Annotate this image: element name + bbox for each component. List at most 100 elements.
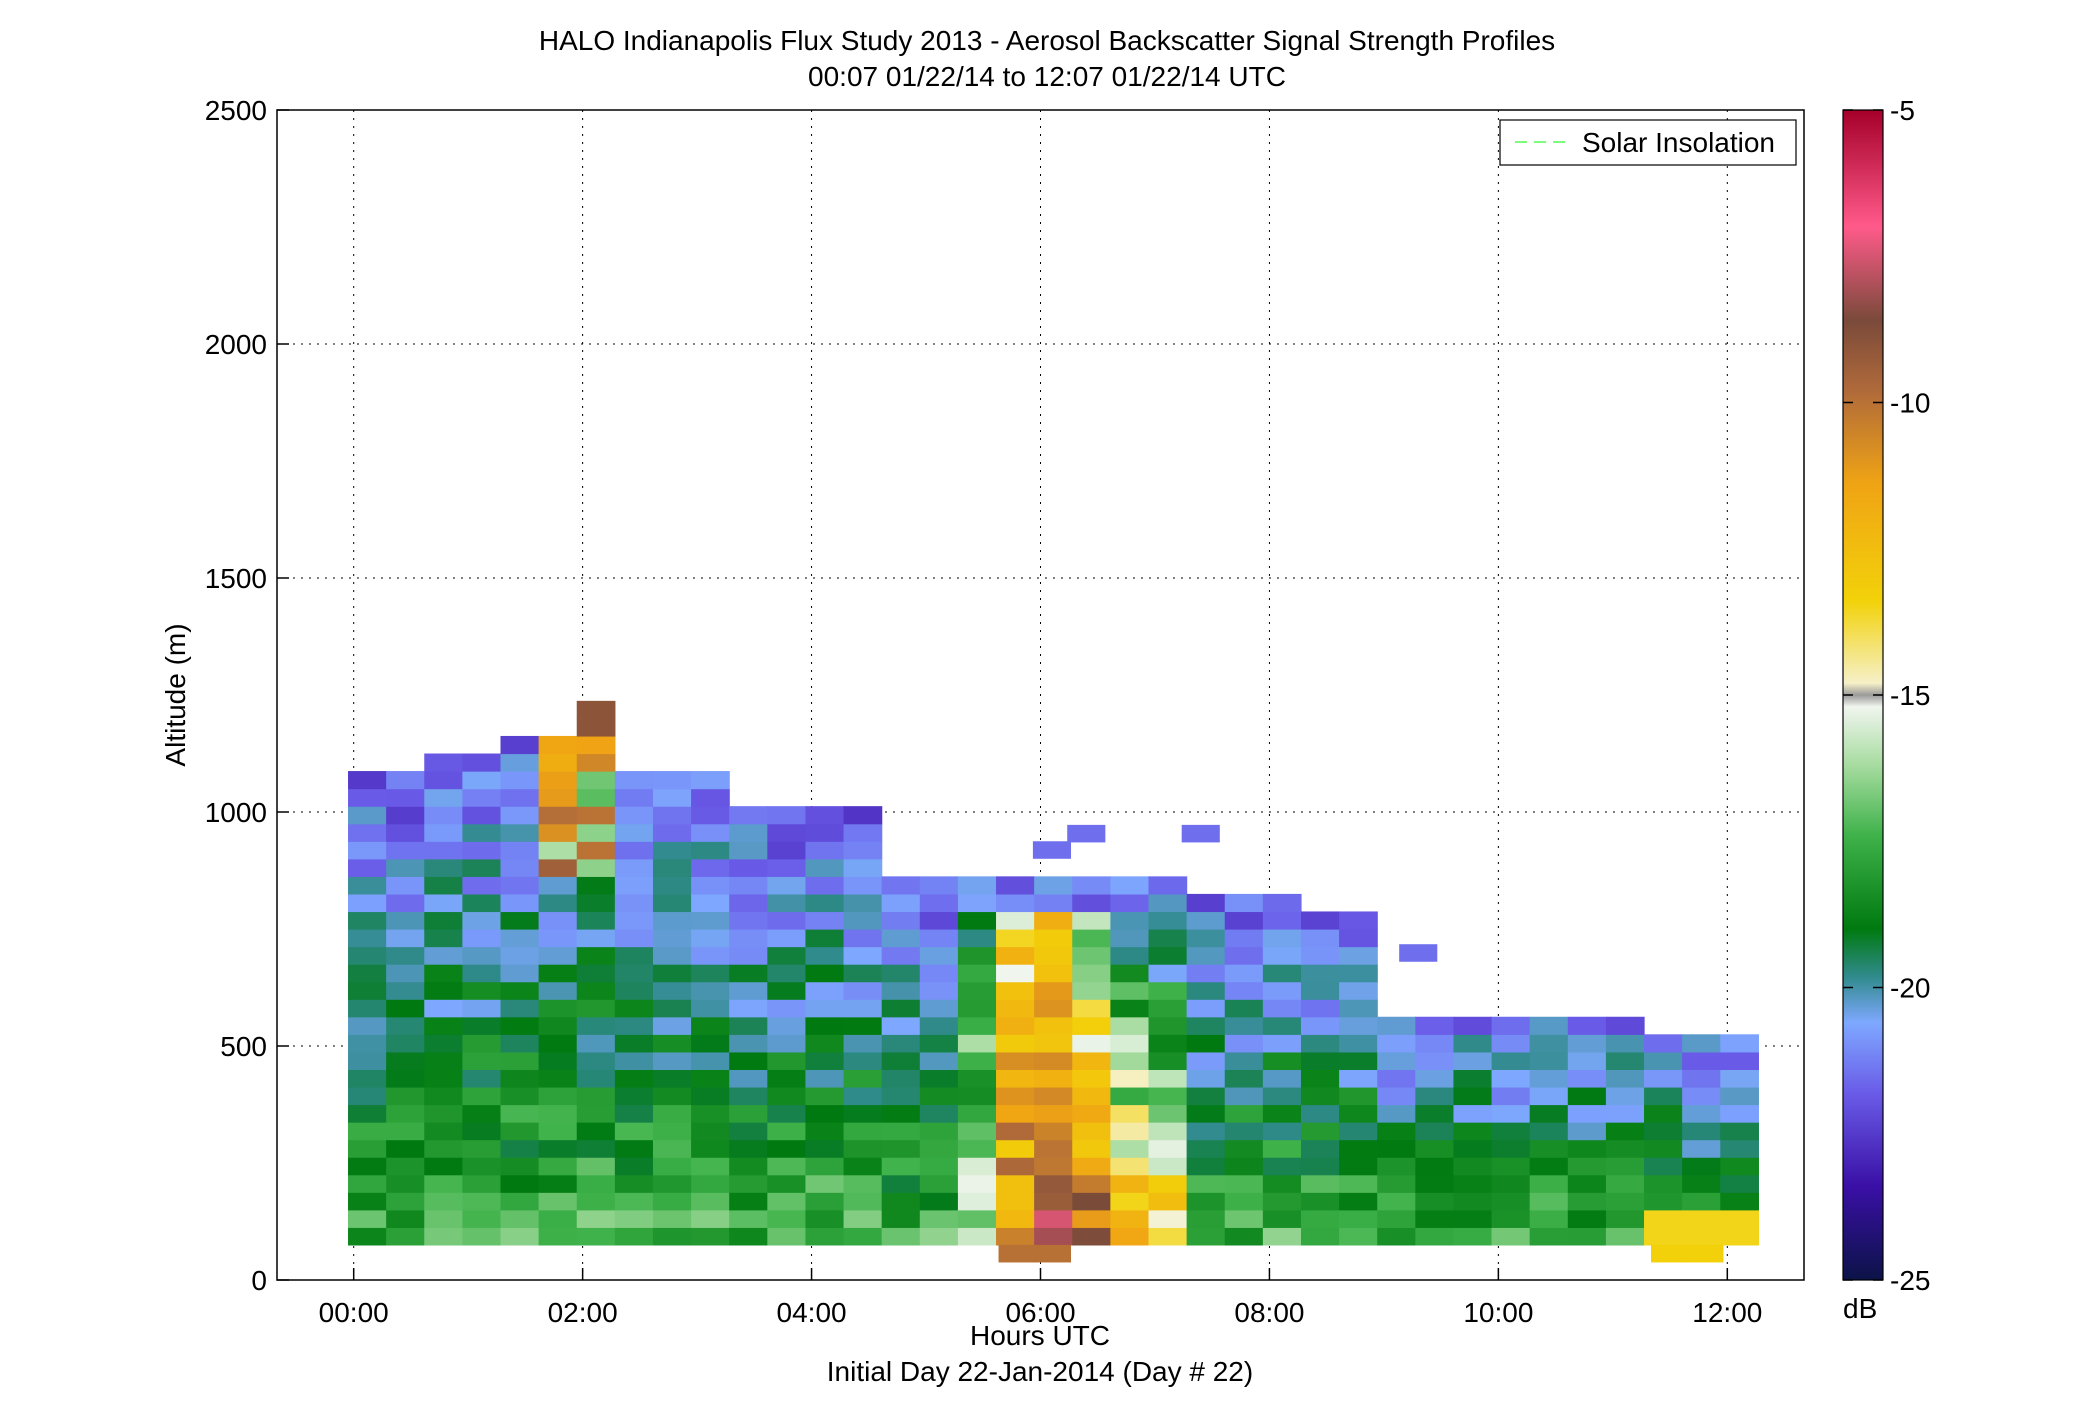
- heatmap-cell: [462, 1086, 502, 1106]
- heatmap-cell: [1110, 929, 1150, 948]
- colorbar-tick-label: -10: [1890, 388, 1930, 419]
- heatmap-cell: [1682, 1104, 1721, 1123]
- heatmap-cell: [805, 1034, 845, 1053]
- heatmap-cell: [1720, 1051, 1759, 1070]
- heatmap-cell: [691, 858, 730, 877]
- heatmap-cell: [462, 1122, 502, 1141]
- heatmap-cell: [500, 1069, 540, 1088]
- heatmap-cell: [1110, 981, 1150, 1000]
- heatmap-cell: [1072, 1016, 1111, 1035]
- heatmap-cell: [1300, 911, 1340, 930]
- heatmap-cell: [691, 981, 730, 1000]
- heatmap-cell: [1034, 981, 1073, 1000]
- heatmap-cell: [996, 964, 1035, 983]
- heatmap-cell: [1339, 1192, 1378, 1211]
- heatmap-cell: [1682, 1174, 1721, 1193]
- heatmap-cell: [1720, 1209, 1759, 1228]
- heatmap-cell: [881, 1174, 921, 1193]
- heatmap-cell: [996, 981, 1035, 1000]
- heatmap-cell: [1720, 1157, 1759, 1176]
- heatmap-cell: [1300, 946, 1340, 965]
- heatmap-cell: [996, 1122, 1035, 1141]
- heatmap-cell: [729, 929, 768, 948]
- heatmap-cell: [1491, 1051, 1531, 1070]
- heatmap-cell: [1720, 1139, 1759, 1158]
- heatmap-cell: [1300, 964, 1340, 983]
- heatmap-cell: [767, 1034, 807, 1053]
- heatmap-cell: [462, 1104, 502, 1123]
- heatmap-cell: [767, 1069, 807, 1088]
- heatmap-cell: [386, 823, 425, 842]
- heatmap-cell: [1300, 1104, 1340, 1123]
- heatmap-cell: [614, 946, 654, 965]
- heatmap-cell: [919, 1157, 959, 1176]
- heatmap-cell: [424, 771, 463, 790]
- heatmap-cell: [652, 946, 692, 965]
- heatmap-cell: [1644, 1139, 1683, 1158]
- heatmap-cell: [652, 771, 692, 790]
- heatmap-cell: [805, 876, 845, 895]
- heatmap-cell: [1682, 1157, 1721, 1176]
- heatmap-cell: [881, 964, 921, 983]
- heatmap-cell: [1262, 964, 1302, 983]
- heatmap-cell: [500, 929, 540, 948]
- heatmap-cell: [1300, 1034, 1340, 1053]
- heatmap-cell: [1453, 1016, 1493, 1035]
- heatmap-cell: [957, 1157, 997, 1176]
- heatmap-cell: [1148, 1209, 1188, 1228]
- heatmap-cell: [576, 1139, 616, 1158]
- heatmap-cell: [919, 1104, 959, 1123]
- heatmap-cell: [1072, 1192, 1111, 1211]
- heatmap-cell: [652, 1104, 692, 1123]
- heatmap-cell: [348, 1016, 387, 1035]
- heatmap-cell: [1262, 946, 1302, 965]
- heatmap-cell: [1453, 1227, 1493, 1246]
- heatmap-cell: [843, 806, 883, 825]
- heatmap-cell: [881, 876, 921, 895]
- heatmap-cell: [691, 788, 730, 807]
- heatmap-cell: [996, 946, 1035, 965]
- heatmap-cell: [729, 1122, 768, 1141]
- heatmap-cell: [652, 788, 692, 807]
- heatmap-cell: [1072, 929, 1111, 948]
- heatmap-cell: [386, 1104, 425, 1123]
- heatmap-cell: [767, 1051, 807, 1070]
- heatmap-cell: [1186, 1016, 1226, 1035]
- heatmap-cell: [1110, 876, 1150, 895]
- heatmap-cell: [1529, 1139, 1569, 1158]
- heatmap-cell: [1567, 1192, 1607, 1211]
- heatmap-cell: [1186, 964, 1226, 983]
- heatmap-cell: [386, 1034, 425, 1053]
- heatmap-cell: [957, 1192, 997, 1211]
- heatmap-cell: [805, 1139, 845, 1158]
- heatmap-cell: [1072, 1034, 1111, 1053]
- heatmap-cell: [729, 806, 768, 825]
- x-tick-label: 06:00: [1005, 1297, 1075, 1328]
- colorbar: -5 -10 -15 -20 -25 dB: [1842, 95, 1930, 1324]
- heatmap-cell: [1034, 1034, 1073, 1053]
- heatmap-cell: [348, 981, 387, 1000]
- heatmap-cell: [348, 1086, 387, 1106]
- heatmap-cell: [805, 841, 845, 860]
- heatmap-cell: [348, 1192, 387, 1211]
- heatmap-cell: [767, 1227, 807, 1246]
- heatmap-cell: [805, 911, 845, 930]
- heatmap-cell: [386, 876, 425, 895]
- heatmap-cell: [843, 911, 883, 930]
- heatmap-cell: [1605, 1069, 1645, 1088]
- heatmap-cell: [996, 929, 1035, 948]
- heatmap-cell: [614, 1016, 654, 1035]
- heatmap-cell: [996, 1086, 1035, 1106]
- heatmap-cell: [1186, 1069, 1226, 1088]
- heatmap-cell: [1262, 1016, 1302, 1035]
- heatmap-cell: [767, 1016, 807, 1035]
- heatmap-cell: [500, 1051, 540, 1070]
- heatmap-cell: [462, 1016, 502, 1035]
- heatmap-cell: [729, 1174, 768, 1193]
- heatmap-cell: [1148, 911, 1188, 930]
- heatmap-cell: [386, 1016, 425, 1035]
- heatmap-cell: [614, 911, 654, 930]
- heatmap-cell: [652, 1227, 692, 1246]
- heatmap-cell: [691, 1034, 730, 1053]
- heatmap-cell: [843, 964, 883, 983]
